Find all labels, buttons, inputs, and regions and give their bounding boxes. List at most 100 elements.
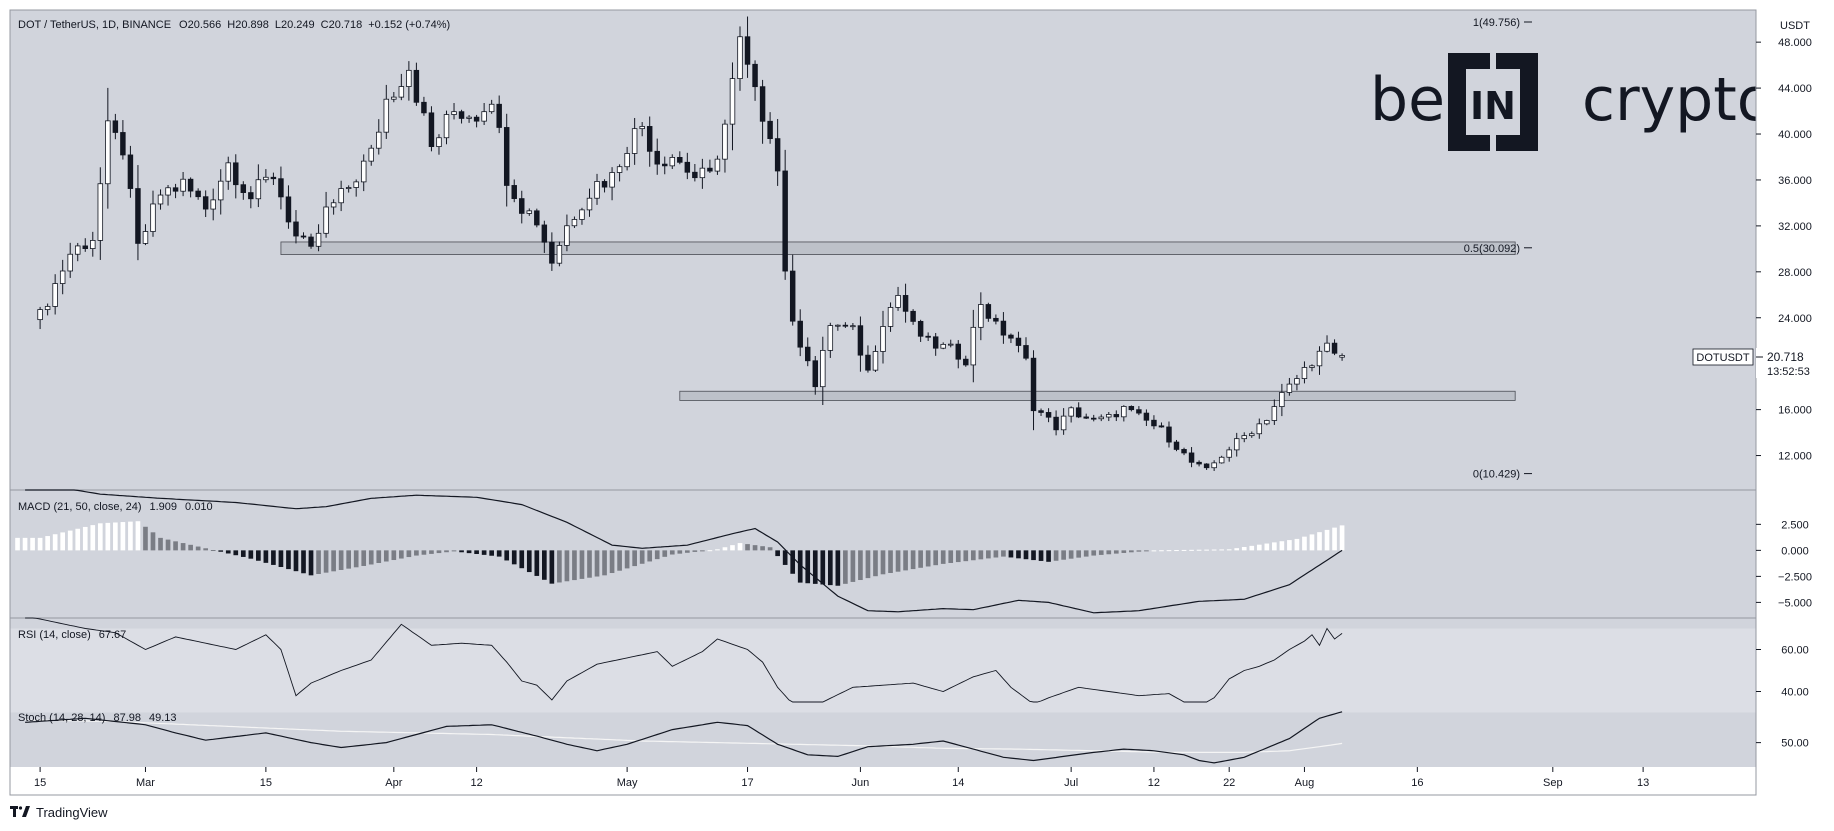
stoch-lines	[25, 711, 1343, 764]
candle-71	[571, 216, 578, 228]
candle-120	[940, 342, 946, 350]
candle-body	[1226, 449, 1232, 458]
macd-bar-15	[150, 532, 156, 551]
candle-168	[1301, 361, 1308, 384]
macd-bar-45	[376, 550, 382, 563]
macd-bar-83	[662, 550, 668, 557]
macd-bar-54	[444, 550, 449, 553]
macd-bar-94	[745, 544, 750, 551]
macd-bar-17	[165, 539, 171, 551]
change-value: +0.152 (+0.74%)	[368, 19, 450, 31]
candle-60	[488, 99, 495, 114]
macd-bar-59	[481, 550, 487, 555]
macd-bar-1	[45, 536, 50, 551]
macd-bar-36	[308, 550, 314, 576]
candle-body	[1090, 417, 1097, 420]
macd-bar-153	[1189, 549, 1194, 551]
macd-bar-101	[797, 550, 803, 583]
candle-body	[850, 325, 856, 328]
candle-body	[67, 253, 73, 272]
macd-bar-124	[970, 550, 976, 561]
candle-body	[519, 198, 525, 214]
candle-body	[827, 325, 834, 351]
candle-40	[338, 180, 344, 212]
macd-bar-78	[624, 550, 630, 569]
candle-body	[812, 360, 819, 388]
candle-body	[789, 270, 796, 322]
macd-bar-29	[256, 550, 261, 561]
macd-bar-148	[1151, 550, 1157, 552]
candle-147	[1143, 409, 1150, 426]
candle-body	[564, 225, 570, 246]
macd-bar-105	[827, 550, 833, 586]
candle-96	[759, 79, 766, 144]
bar-countdown: 13:52:53	[1767, 366, 1810, 378]
macd-bar-145	[1129, 550, 1134, 553]
fib-levels: 1(49.756) 0.5(30.092) 0(10.429)	[1464, 17, 1532, 481]
macd-bar-8	[97, 523, 103, 551]
macd-bar-164	[1272, 542, 1277, 551]
candle-body	[872, 351, 879, 371]
candle-97	[767, 112, 773, 144]
macd-tick-1: 0.000	[1781, 545, 1809, 557]
open-value: 20.566	[188, 19, 222, 31]
symbol-name: DOT / TetherUS, 1D, BINANCE	[18, 19, 171, 31]
candle-123	[963, 355, 969, 367]
candle-156	[1211, 460, 1217, 471]
candle-144	[1121, 405, 1127, 422]
candle-body	[353, 181, 359, 188]
candle-body	[925, 335, 931, 338]
candle-130	[1015, 331, 1022, 353]
candle-body	[1173, 441, 1180, 450]
watermark-in: IN	[1470, 84, 1516, 128]
candle-82	[654, 138, 660, 175]
macd-bar-169	[1309, 534, 1315, 551]
macd-bar-108	[850, 550, 856, 582]
candle-43	[360, 154, 367, 192]
macd-bar-62	[504, 550, 510, 561]
macd-bar-141	[1098, 550, 1104, 555]
candle-body	[255, 179, 262, 200]
candle-11	[120, 120, 126, 160]
candle-body	[436, 137, 442, 147]
macd-bar-19	[180, 543, 186, 551]
macd-bar-10	[113, 522, 118, 551]
macd-bar-44	[368, 550, 374, 565]
candle-164	[1271, 399, 1278, 425]
candle-body	[654, 150, 660, 165]
candle-body	[955, 343, 961, 360]
macd-bar-98	[775, 550, 780, 557]
candle-118	[925, 332, 931, 341]
macd-bar-70	[564, 550, 570, 582]
candle-body	[330, 202, 337, 208]
stoch-tick-0: 50.00	[1781, 738, 1809, 750]
candle-65	[526, 208, 533, 216]
macd-bar-162	[1256, 544, 1262, 551]
watermark-be: be	[1370, 65, 1445, 135]
candle-body	[421, 101, 427, 114]
macd-bar-170	[1317, 532, 1322, 551]
candle-52	[428, 106, 435, 152]
macd-bar-48	[399, 550, 404, 559]
candle-body	[729, 78, 736, 125]
candle-8	[97, 167, 104, 260]
price-tick-2: 40.000	[1778, 129, 1812, 141]
macd-bar-57	[466, 550, 472, 554]
candle-33	[285, 185, 292, 229]
candle-body	[1098, 416, 1104, 420]
zone-1	[679, 390, 1516, 401]
macd-bar-90	[715, 549, 720, 551]
candle-body	[1151, 419, 1157, 427]
macd-bar-114	[895, 550, 901, 572]
candle-38	[323, 191, 329, 238]
candle-64	[519, 190, 525, 224]
candle-body	[601, 181, 608, 188]
candle-body	[624, 153, 630, 168]
candle-body	[1203, 463, 1210, 469]
x-tick-6: 17	[741, 777, 753, 789]
candle-51	[421, 96, 427, 116]
x-tick-9: Jul	[1064, 777, 1078, 789]
macd-bar-167	[1294, 538, 1300, 551]
candle-152	[1181, 447, 1187, 456]
macd-bar-135	[1053, 550, 1059, 561]
